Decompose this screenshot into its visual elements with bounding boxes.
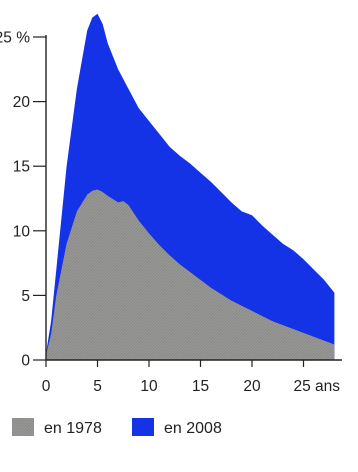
y-tick-label-10: 10 [13, 223, 31, 240]
legend-swatch-en-2008 [132, 418, 154, 436]
y-tick-label-0: 0 [21, 353, 30, 370]
legend-label-en-2008: en 2008 [164, 420, 222, 437]
x-tick-label-5: 5 [93, 378, 102, 395]
y-tick-label-5: 5 [21, 288, 30, 305]
x-tick-label-15: 15 [192, 378, 209, 395]
x-tick-label-10: 10 [140, 378, 158, 395]
y-tick-label-25: 25 % [0, 30, 30, 47]
y-tick-label-15: 15 [13, 159, 30, 176]
legend: en 1978 en 2008 [12, 418, 222, 437]
legend-swatch-en-1978 [12, 418, 34, 436]
series-en-1978 [46, 189, 335, 360]
axes-layer: 0 5 10 15 20 25 % 0 5 10 15 20 25 ans [0, 30, 342, 395]
x-tick-label-0: 0 [42, 378, 51, 395]
x-tick-label-25: 25 ans [294, 378, 341, 395]
x-tick-label-20: 20 [243, 378, 261, 395]
y-tick-label-20: 20 [13, 94, 31, 111]
legend-label-en-1978: en 1978 [44, 420, 102, 437]
area-en-1978 [46, 189, 335, 360]
series-layer [46, 13, 335, 360]
